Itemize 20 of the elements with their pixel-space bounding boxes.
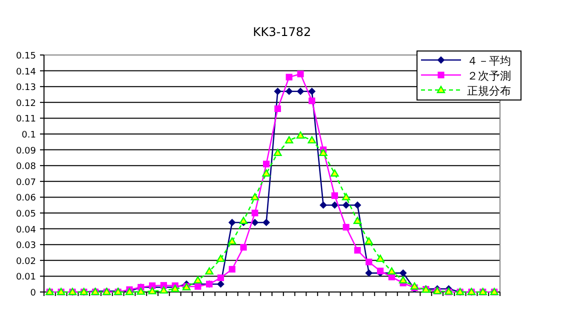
y-tick-label: 0.14	[16, 67, 36, 78]
y-tick-label: 0.07	[16, 178, 36, 188]
y-tick-label: 0.08	[16, 162, 36, 172]
y-tick-label: 0.12	[16, 98, 36, 109]
chart-title: KK3-1782	[252, 25, 312, 39]
y-tick-label: 0	[30, 288, 36, 298]
y-tick-label: 0.13	[16, 83, 36, 94]
y-tick-label: 0.09	[16, 146, 36, 156]
legend-label: ４－平均	[467, 54, 511, 68]
y-tick-label: 0.01	[16, 272, 36, 283]
y-tick-label: 0.05	[16, 210, 36, 220]
legend-label: ２次予測	[467, 70, 511, 82]
y-tick-label: 0.06	[16, 194, 36, 204]
y-tick-label: 0.11	[16, 114, 36, 125]
y-tick-label: 0.04	[16, 225, 36, 236]
y-tick-label: 0.02	[16, 256, 36, 267]
legend-label: 正規分布	[467, 84, 511, 98]
y-tick-label: 0.03	[16, 241, 36, 252]
y-tick-label: 0.15	[16, 52, 36, 62]
y-tick-label: 0.1	[22, 130, 36, 140]
